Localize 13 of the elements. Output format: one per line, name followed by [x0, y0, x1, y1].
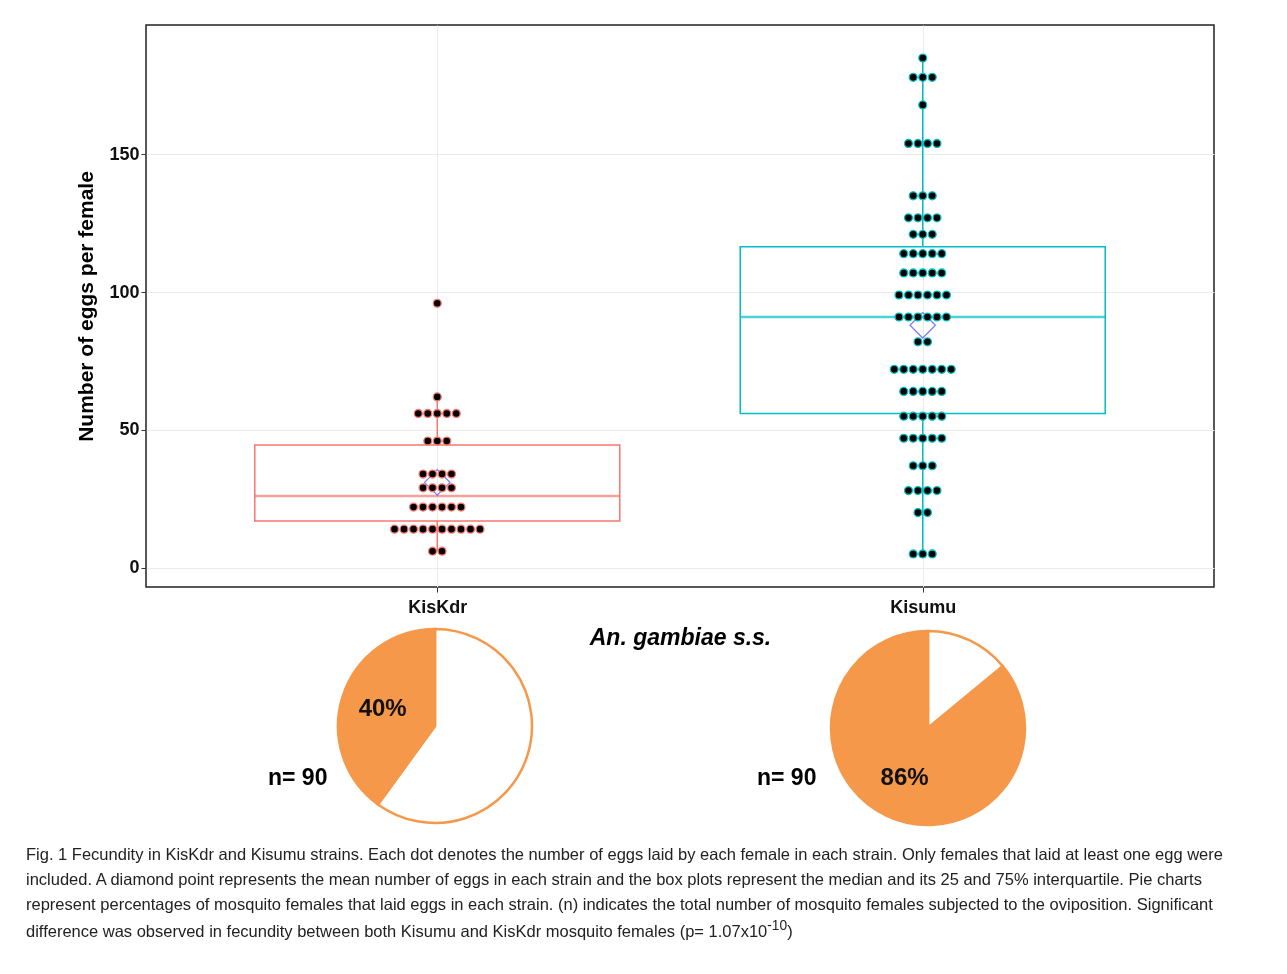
text: n= 90	[757, 764, 817, 791]
x-tick-label: KisKdr	[408, 596, 468, 617]
x-axis-title: An. gambiae s.s.	[588, 623, 772, 650]
y-tick-label: 100	[109, 281, 140, 302]
y-axis-title: Number of eggs per female	[74, 171, 98, 442]
y-tick-label: 150	[109, 143, 140, 164]
y-tick-label: 0	[129, 557, 140, 578]
x-tick-label: Kisumu	[890, 596, 957, 617]
caption: Fig. 1 Fecundity in KisKdr and Kisumu strains. Each dot denotes the number of eggs laid by each female in each strain. Only females that laid at least one egg were included. A diamond point represents the mean number of eggs in each strain and the box plots represent the median and its 25 and 75% interquartile. Pie charts represent percentages of mosquito females that laid eggs in each strain. (n) indicates the total number of mosquito females subjected to the oviposition. Significant difference was observed in fecundity between both Kisumu and KisKdr mosquito females (p= 1.07x10$^{-10}$)	[26, 844, 1224, 942]
data-label: 86%	[880, 762, 929, 790]
y-tick-label: 50	[119, 419, 140, 440]
text: n= 90	[268, 764, 328, 791]
data-label: 40%	[358, 694, 407, 721]
